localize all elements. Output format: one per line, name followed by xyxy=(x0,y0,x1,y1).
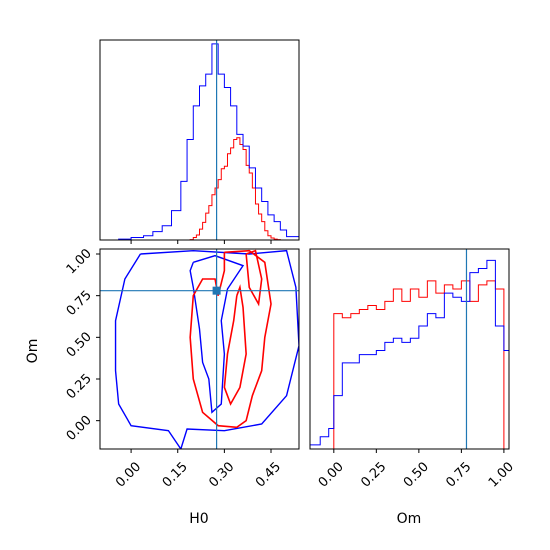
histogram-series xyxy=(118,43,299,240)
contour-red-outer xyxy=(189,249,272,429)
y-axis-label-om: Om xyxy=(25,339,41,364)
x-tick-label: 0.50 xyxy=(401,459,432,490)
contour-red-inner xyxy=(245,249,263,307)
x-tick-label: 0.75 xyxy=(443,459,474,490)
h0-om-contour-panel: 0.00 0.15 0.30 0.45 0.00 0.25 0.50 0.75 1.00 xyxy=(64,246,300,491)
y-tick-label: 0.25 xyxy=(64,371,95,402)
plot-area xyxy=(100,249,299,449)
x-tick-label: 0.00 xyxy=(113,459,144,490)
contour-blue-outer xyxy=(114,249,299,449)
histogram-series xyxy=(333,280,505,449)
axes-frame xyxy=(309,248,510,450)
axes-frame xyxy=(99,248,300,450)
x-tick-label: 0.00 xyxy=(316,459,347,490)
y-tick-label: 0.50 xyxy=(64,330,95,361)
x-tick-label: 0.30 xyxy=(206,459,237,490)
contour-red-inner xyxy=(223,284,247,406)
h0-marginal-panel xyxy=(99,39,300,244)
x-axis-label-om: Om xyxy=(397,511,422,527)
x-tick-label: 0.15 xyxy=(160,459,191,490)
y-tick-label: 0.75 xyxy=(64,288,95,319)
x-tick-label: 0.25 xyxy=(358,459,389,490)
histogram-series xyxy=(310,259,509,449)
plot-area xyxy=(310,249,509,449)
axes-frame xyxy=(99,39,300,241)
histogram-series xyxy=(189,137,281,240)
om-marginal-panel: 0.00 0.25 0.50 0.75 1.00 xyxy=(309,248,517,491)
y-tick-label: 1.00 xyxy=(64,246,95,277)
truth-marker xyxy=(212,286,221,295)
x-tick-label: 0.45 xyxy=(253,459,284,490)
x-axis-label-h0: H0 xyxy=(189,511,208,527)
plot-area xyxy=(118,40,299,240)
x-tick-label: 1.00 xyxy=(486,459,517,490)
y-tick-label: 0.00 xyxy=(64,413,95,444)
